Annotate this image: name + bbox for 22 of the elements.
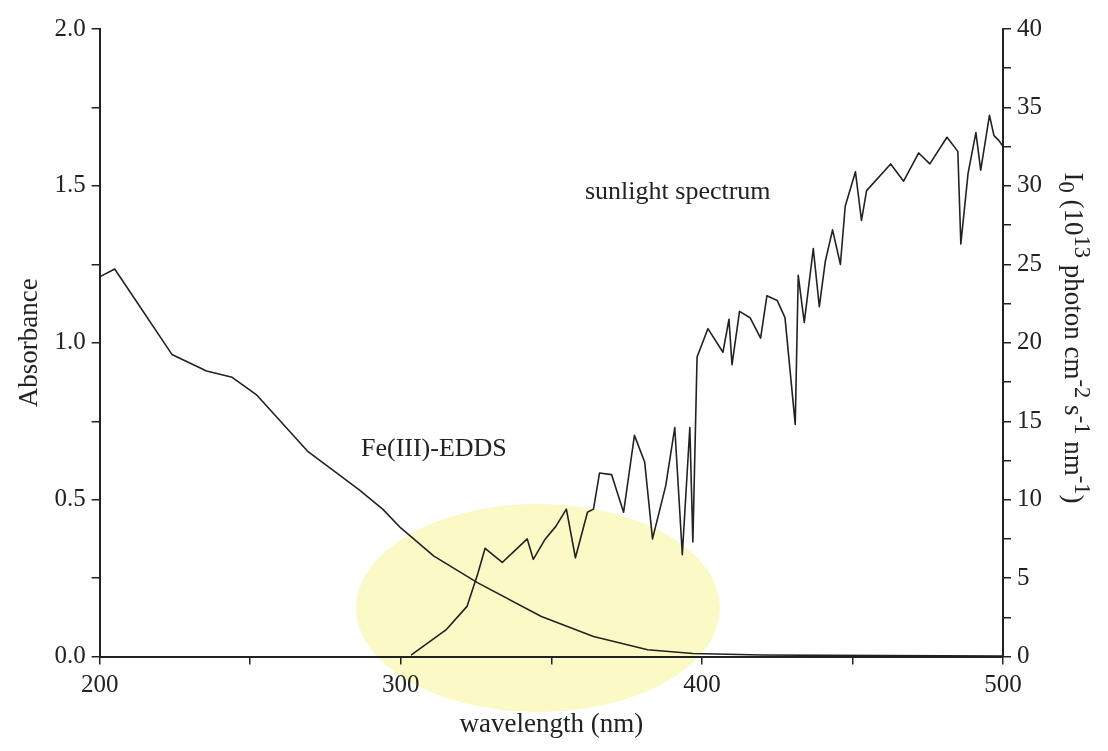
text: sunlight spectrum [585, 176, 771, 205]
y2-tick-label: 25 [1017, 248, 1042, 276]
y2-tick-label: 15 [1017, 405, 1042, 433]
x-tick-label: 500 [984, 670, 1022, 698]
y2-tick-label: 20 [1017, 327, 1042, 355]
y-tick-label: 1.5 [54, 170, 86, 198]
y2-tick-label: 30 [1017, 170, 1042, 198]
y2-tick-label: 35 [1017, 92, 1042, 120]
y-axis-title: Absorbance [13, 278, 44, 408]
y2-tick-label: 0 [1017, 641, 1030, 669]
series-label: Fe(III)-EDDS [360, 433, 507, 463]
x-axis-title: wavelength (nm) [459, 707, 644, 738]
y-tick-label: 2.0 [54, 13, 86, 41]
x-tick-label: 200 [80, 670, 119, 698]
y-tick-label: 0.0 [54, 641, 86, 669]
y-tick-label: 1.0 [54, 327, 86, 355]
y2-tick-label: 5 [1017, 562, 1030, 590]
y2-tick-label: 10 [1017, 484, 1042, 512]
y2-tick-label: 40 [1017, 13, 1042, 41]
x-tick-label: 300 [382, 670, 420, 698]
y-tick-label: 0.5 [54, 484, 86, 512]
x-tick-label: 400 [683, 670, 721, 698]
